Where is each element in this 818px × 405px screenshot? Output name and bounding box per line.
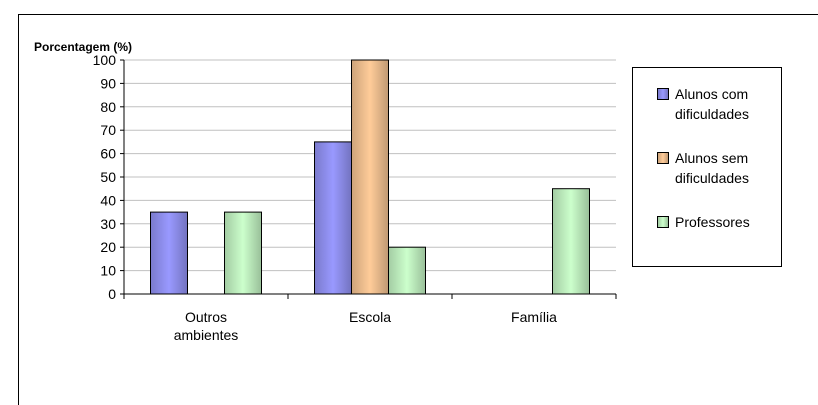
y-tick-label: 60 <box>100 146 116 162</box>
legend-label: Alunos sem dificuldades <box>675 148 785 188</box>
y-tick-label: 40 <box>100 192 116 208</box>
legend: Alunos com dificuldades Alunos sem dific… <box>632 67 782 267</box>
y-tick-label: 0 <box>108 286 116 302</box>
y-tick-label: 100 <box>93 52 117 68</box>
y-tick-label: 50 <box>100 169 116 185</box>
legend-swatch <box>657 152 669 164</box>
y-tick-label: 10 <box>100 263 116 279</box>
bar <box>352 60 389 294</box>
bar <box>389 247 426 294</box>
y-tick-label: 70 <box>100 122 116 138</box>
bar <box>151 212 188 294</box>
legend-label: Professores <box>675 212 785 232</box>
legend-swatch <box>657 216 669 228</box>
x-tick-label: Escola <box>349 309 391 325</box>
bar <box>225 212 262 294</box>
x-tick-label: Outros ambientes <box>174 309 239 343</box>
bar <box>553 189 590 294</box>
y-tick-label: 20 <box>100 239 116 255</box>
x-tick-label: Família <box>511 309 557 325</box>
legend-label: Alunos com dificuldades <box>675 84 785 124</box>
legend-swatch <box>657 88 669 100</box>
y-tick-label: 90 <box>100 75 116 91</box>
bar <box>315 142 352 294</box>
y-tick-label: 30 <box>100 216 116 232</box>
y-tick-label: 80 <box>100 99 116 115</box>
